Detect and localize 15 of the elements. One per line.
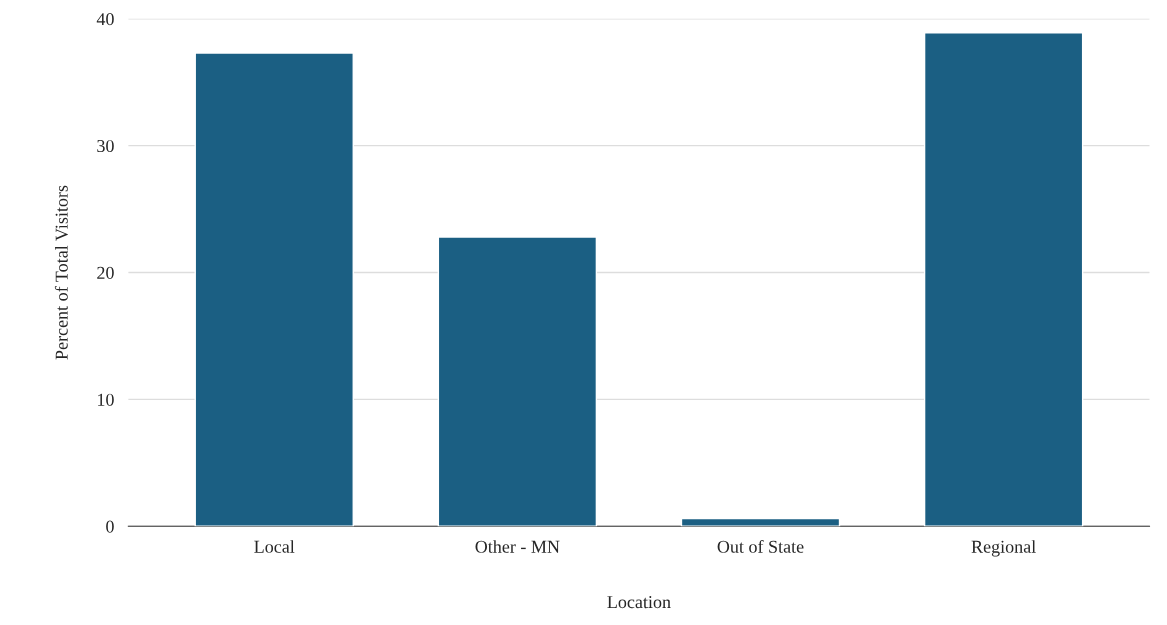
y-tick-label: 30 (97, 139, 114, 153)
y-tick-label: 0 (106, 520, 114, 533)
bar (680, 517, 841, 527)
x-tick-label: Out of State (717, 539, 804, 553)
x-tick-label: Regional (971, 540, 1036, 557)
y-tick-label: 10 (98, 393, 114, 406)
y-tick-label: 40 (96, 13, 114, 26)
bar (194, 52, 354, 527)
x-tick-label: Local (254, 540, 295, 553)
bar (437, 236, 598, 527)
x-axis-title: Location (607, 596, 671, 609)
y-tick-label: 20 (97, 266, 114, 279)
x-tick-label: Other - MN (475, 540, 560, 553)
bar (923, 32, 1084, 527)
y-axis-title: Percent of Total Visitors (54, 185, 68, 360)
